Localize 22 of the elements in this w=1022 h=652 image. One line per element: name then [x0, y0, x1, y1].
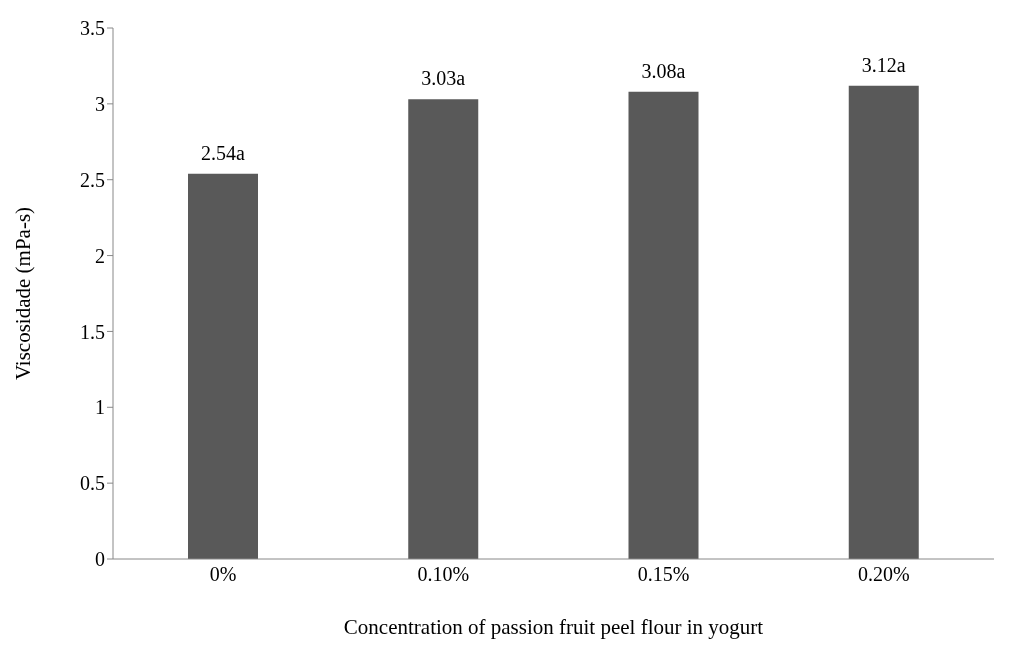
data-label: 3.03a — [421, 67, 466, 90]
y-tick-label: 2 — [95, 244, 105, 267]
y-tick-label: 0 — [95, 548, 105, 571]
y-tick-label: 0.5 — [80, 472, 105, 495]
bar — [628, 91, 699, 559]
data-label: 2.54a — [201, 141, 246, 164]
y-tick-label: 2.5 — [80, 168, 105, 191]
y-tick-label: 1 — [95, 396, 105, 419]
x-tick-label: 0.15% — [637, 563, 690, 586]
data-label: 3.08a — [641, 59, 686, 82]
bar — [848, 85, 919, 559]
y-tick-label: 3 — [95, 92, 105, 115]
x-axis-title: Concentration of passion fruit peel flour in yogurt — [343, 615, 764, 639]
bar — [408, 99, 479, 559]
x-tick-label: 0.20% — [858, 563, 910, 586]
y-tick-label: 3.5 — [80, 17, 105, 40]
bar — [188, 173, 258, 559]
y-tick-label: 1.5 — [80, 320, 105, 343]
x-tick-label: 0.10% — [417, 563, 470, 586]
x-tick-label: 0% — [209, 563, 237, 586]
data-label: 3.12a — [861, 53, 906, 76]
y-axis-title: Viscosidade (mPa-s) — [11, 206, 36, 381]
